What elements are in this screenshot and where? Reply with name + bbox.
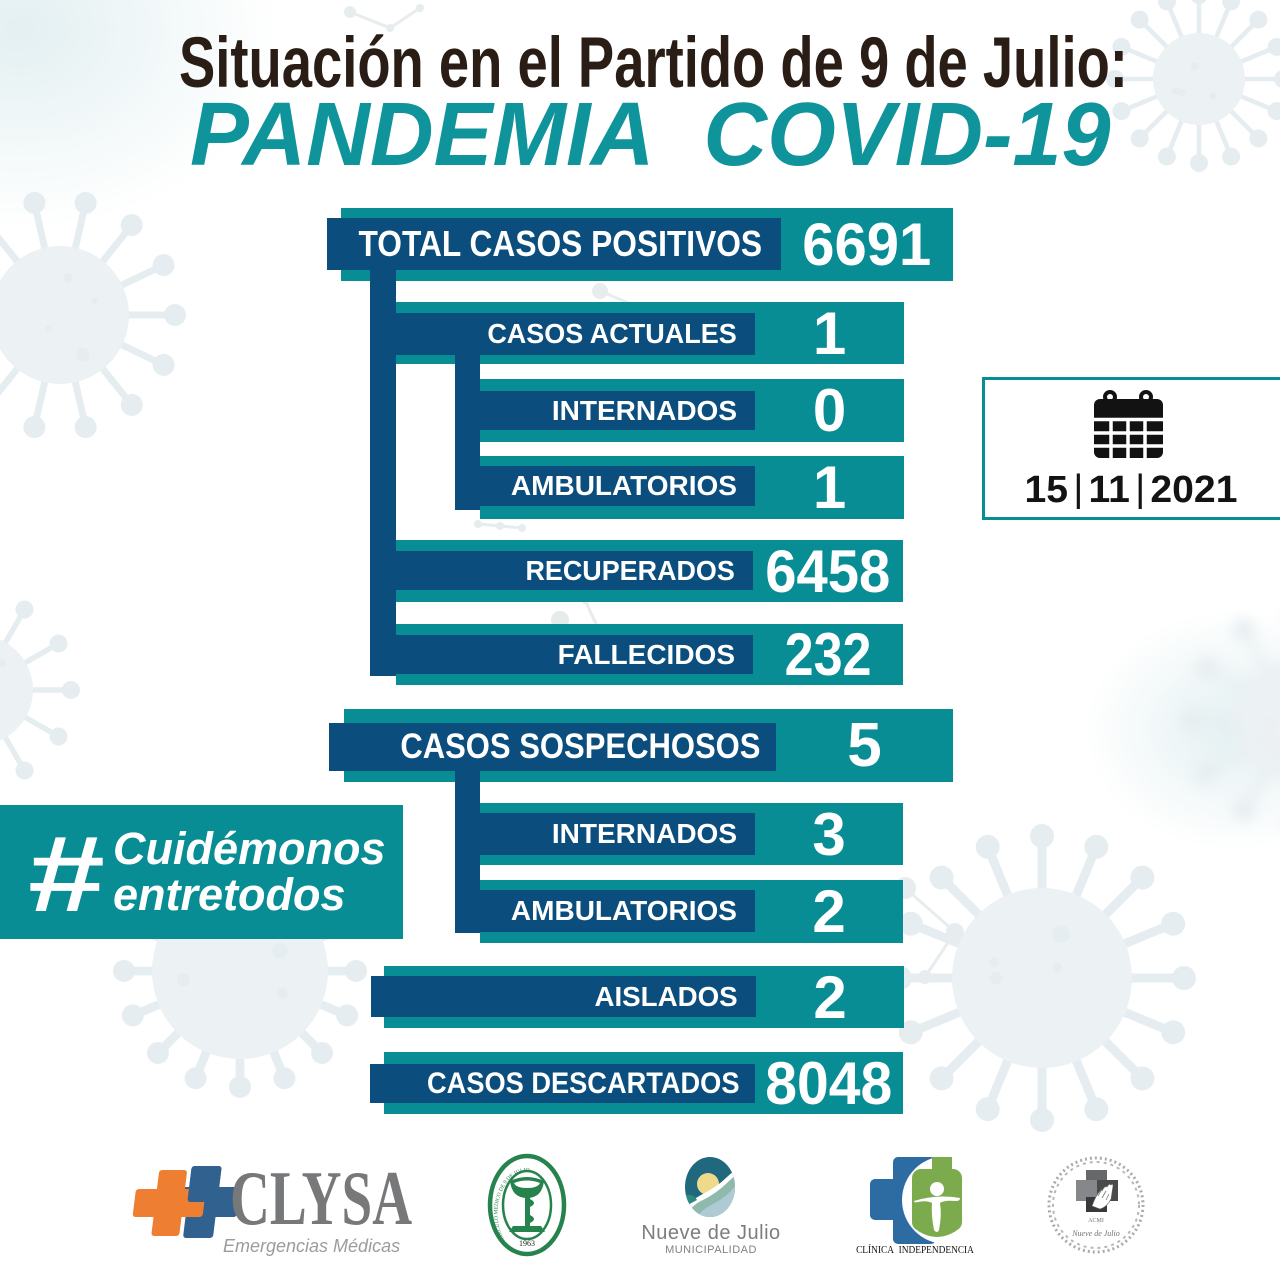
svg-text:Nueve de Julio: Nueve de Julio	[1071, 1229, 1120, 1238]
svg-text:ACMI: ACMI	[1088, 1218, 1104, 1224]
svg-text:1963: 1963	[519, 1239, 535, 1248]
